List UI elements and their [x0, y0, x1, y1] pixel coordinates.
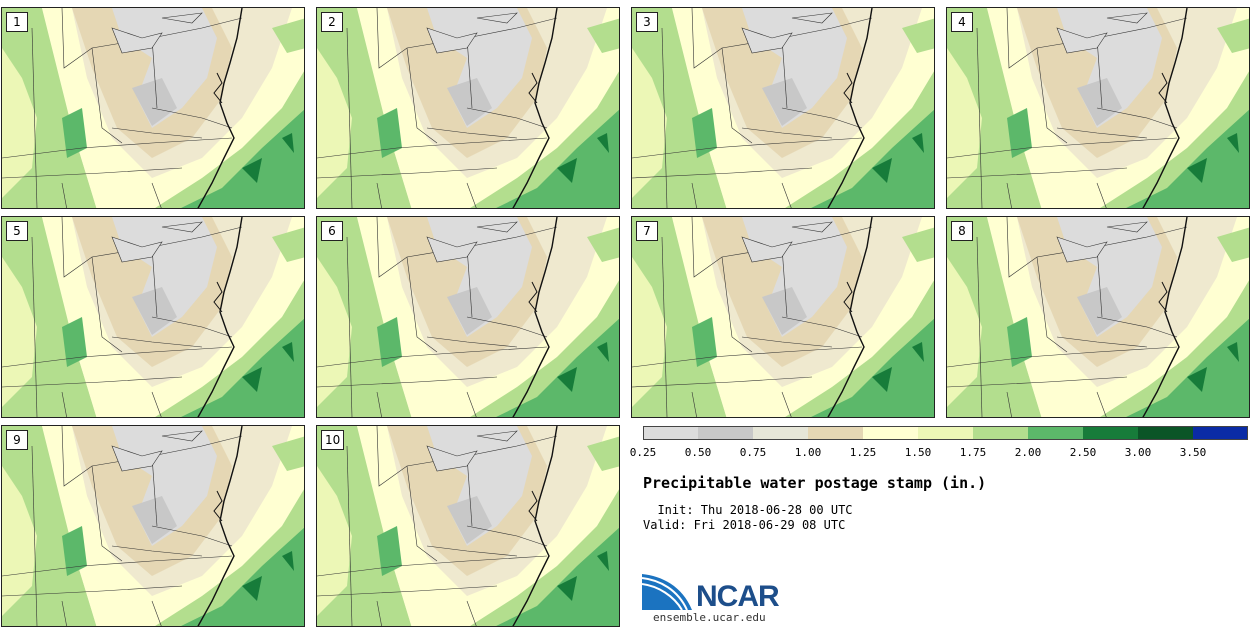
precipitable-water-map	[947, 8, 1249, 208]
valid-time: Valid: Fri 2018-06-29 08 UTC	[643, 518, 846, 532]
precipitable-water-map	[632, 217, 934, 417]
colorbar-bin	[808, 426, 863, 440]
colorbar-tick-label: 2.00	[1014, 446, 1042, 459]
colorbar-tick-label: 3.50	[1179, 446, 1207, 459]
colorbar-bin	[1138, 426, 1193, 440]
init-time: Init: Thu 2018-06-28 00 UTC	[643, 503, 853, 517]
colorbar-bin	[1083, 426, 1138, 440]
postage-stamp-panel: 1	[1, 7, 305, 209]
colorbar-bin	[973, 426, 1028, 440]
member-number: 9	[6, 430, 28, 450]
colorbar-tick-label: 0.50	[684, 446, 712, 459]
precipitable-water-map	[2, 8, 304, 208]
colorbar	[643, 426, 1248, 440]
member-number: 6	[321, 221, 343, 241]
plot-title: Precipitable water postage stamp (in.)	[643, 474, 987, 492]
colorbar-bin	[643, 426, 698, 440]
member-number: 1	[6, 12, 28, 32]
colorbar-tick-label: 0.75	[739, 446, 767, 459]
colorbar-tick-label: 2.50	[1069, 446, 1097, 459]
postage-stamp-panel: 9	[1, 425, 305, 627]
member-number: 8	[951, 221, 973, 241]
logo-url: ensemble.ucar.edu	[653, 611, 766, 624]
member-number: 2	[321, 12, 343, 32]
member-number: 10	[321, 430, 345, 450]
colorbar-tick-label: 1.25	[849, 446, 877, 459]
precipitable-water-map	[2, 426, 304, 626]
postage-stamp-panel: 2	[316, 7, 620, 209]
precipitable-water-map	[2, 217, 304, 417]
member-number: 5	[6, 221, 28, 241]
precipitable-water-map	[317, 426, 619, 626]
colorbar-tick-label: 3.00	[1124, 446, 1152, 459]
ncar-logo-icon	[642, 574, 692, 611]
colorbar-bin	[863, 426, 918, 440]
postage-stamp-panel: 6	[316, 216, 620, 418]
colorbar-tick-label: 1.75	[959, 446, 987, 459]
colorbar-tick-label: 1.00	[794, 446, 822, 459]
colorbar-bin	[1028, 426, 1083, 440]
postage-stamp-panel: 3	[631, 7, 935, 209]
postage-stamp-panel: 4	[946, 7, 1250, 209]
postage-stamp-panel: 7	[631, 216, 935, 418]
colorbar-tick-label: 0.25	[629, 446, 657, 459]
colorbar-bin	[1193, 426, 1248, 440]
precipitable-water-map	[317, 8, 619, 208]
colorbar-bin	[918, 426, 973, 440]
precipitable-water-map	[317, 217, 619, 417]
ncar-logo-text: NCAR	[696, 580, 780, 613]
colorbar-bin	[753, 426, 808, 440]
postage-stamp-panel: 5	[1, 216, 305, 418]
postage-stamp-panel: 10	[316, 425, 620, 627]
postage-stamp-panel: 8	[946, 216, 1250, 418]
colorbar-border	[643, 426, 1248, 440]
precipitable-water-map	[632, 8, 934, 208]
precipitable-water-map	[947, 217, 1249, 417]
colorbar-bin	[698, 426, 753, 440]
member-number: 3	[636, 12, 658, 32]
member-number: 7	[636, 221, 658, 241]
member-number: 4	[951, 12, 973, 32]
colorbar-tick-label: 1.50	[904, 446, 932, 459]
